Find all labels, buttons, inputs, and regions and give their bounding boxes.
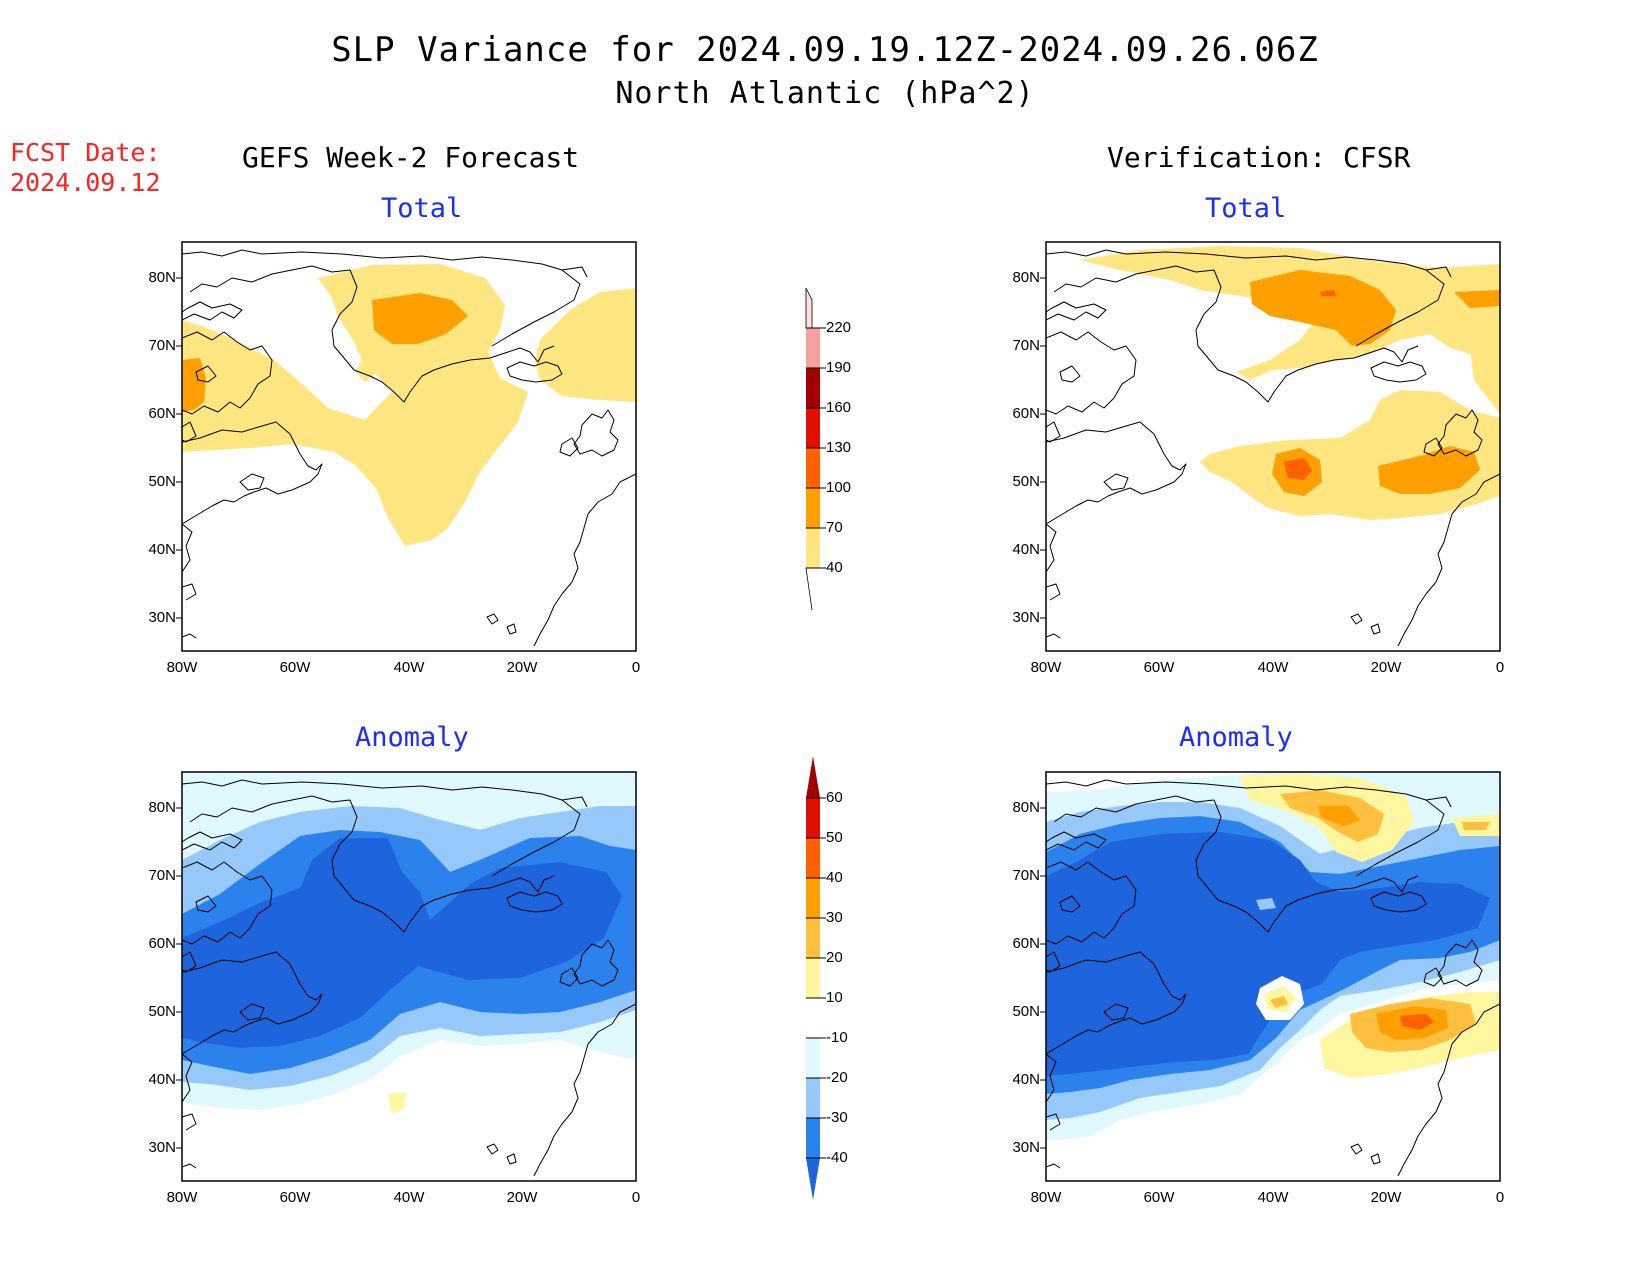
lon-label: 20W <box>1370 659 1402 676</box>
lat-label: 70N <box>1012 337 1040 354</box>
forecast-total-frame <box>181 241 637 652</box>
lat-label: 80N <box>1012 269 1040 286</box>
anomaly-legend-label: -30 <box>826 1109 848 1126</box>
lat-label: 60N <box>1012 405 1040 422</box>
forecast-date-value: 2024.09.12 <box>10 168 161 197</box>
forecast-anomaly-map <box>182 772 636 1181</box>
anomaly-legend-label: 50 <box>826 829 843 846</box>
chart-title: SLP Variance for 2024.09.19.12Z-2024.09.… <box>331 30 1319 70</box>
lon-label: 20W <box>506 1189 538 1206</box>
lon-label: 60W <box>279 659 311 676</box>
verification-total-map <box>1046 242 1500 651</box>
verification-anomaly-map <box>1046 772 1500 1181</box>
lon-label: 20W <box>1370 1189 1402 1206</box>
lon-label: 60W <box>1143 659 1175 676</box>
lon-label: 0 <box>1495 659 1505 676</box>
anomaly-legend-label: -10 <box>826 1029 848 1046</box>
verification-total-frame <box>1045 241 1501 652</box>
lon-label: 0 <box>631 1189 641 1206</box>
anomaly-legend-label: 40 <box>826 869 843 886</box>
axis-ticks <box>176 277 1046 1149</box>
verification-anomaly-frame <box>1045 771 1501 1182</box>
lon-label: 0 <box>631 659 641 676</box>
lat-label: 70N <box>148 337 176 354</box>
total-legend-label: 70 <box>826 519 843 536</box>
lat-label: 30N <box>148 609 176 626</box>
lon-label: 0 <box>1495 1189 1505 1206</box>
lat-label: 60N <box>148 935 176 952</box>
lat-label: 50N <box>1012 473 1040 490</box>
forecast-anomaly-frame <box>181 771 637 1182</box>
panel-title-forecast-anomaly: Anomaly <box>355 722 469 753</box>
lat-label: 50N <box>1012 1003 1040 1020</box>
lon-label: 60W <box>1143 1189 1175 1206</box>
panel-title-verification-total: Total <box>1205 193 1287 224</box>
anomaly-legend-label: -40 <box>826 1149 848 1166</box>
panel-title-forecast-total: Total <box>381 193 463 224</box>
total-legend-label: 130 <box>826 439 852 456</box>
lat-label: 30N <box>1012 609 1040 626</box>
lat-label: 30N <box>1012 1139 1040 1156</box>
lon-label: 40W <box>393 659 425 676</box>
lat-label: 60N <box>148 405 176 422</box>
lat-label: 40N <box>148 541 176 558</box>
anomaly-legend-label: 10 <box>826 989 843 1006</box>
lon-label: 40W <box>1257 1189 1289 1206</box>
forecast-total-map <box>182 242 636 651</box>
lat-label: 40N <box>1012 1071 1040 1088</box>
chart-subtitle: North Atlantic (hPa^2) <box>615 76 1035 111</box>
anomaly-legend-label: -20 <box>826 1069 848 1086</box>
panel-title-verification-anomaly: Anomaly <box>1179 722 1293 753</box>
lon-label: 80W <box>1030 1189 1062 1206</box>
left-column-heading: GEFS Week-2 Forecast <box>242 141 580 174</box>
lat-label: 50N <box>148 473 176 490</box>
lat-label: 70N <box>1012 867 1040 884</box>
lon-label: 80W <box>166 659 198 676</box>
total-legend-label: 40 <box>826 559 843 576</box>
total-colorbar <box>805 287 826 611</box>
right-column-heading: Verification: CFSR <box>1107 141 1411 174</box>
forecast-date-label: FCST Date: <box>10 138 161 167</box>
lat-label: 80N <box>148 799 176 816</box>
anomaly-legend-label: 60 <box>826 789 843 806</box>
lat-label: 80N <box>148 269 176 286</box>
lat-label: 60N <box>1012 935 1040 952</box>
lon-label: 80W <box>1030 659 1062 676</box>
lon-label: 80W <box>166 1189 198 1206</box>
lat-label: 70N <box>148 867 176 884</box>
lat-label: 50N <box>148 1003 176 1020</box>
total-legend-label: 220 <box>826 319 852 336</box>
anomaly-legend-label: 20 <box>826 949 843 966</box>
lon-label: 40W <box>1257 659 1289 676</box>
total-legend-label: 190 <box>826 359 852 376</box>
total-legend-label: 100 <box>826 479 852 496</box>
lat-label: 80N <box>1012 799 1040 816</box>
total-legend-label: 160 <box>826 399 852 416</box>
anomaly-colorbar <box>806 756 826 1200</box>
lat-label: 40N <box>1012 541 1040 558</box>
lon-label: 40W <box>393 1189 425 1206</box>
anomaly-legend-label: 30 <box>826 909 843 926</box>
lon-label: 20W <box>506 659 538 676</box>
lon-label: 60W <box>279 1189 311 1206</box>
lat-label: 30N <box>148 1139 176 1156</box>
lat-label: 40N <box>148 1071 176 1088</box>
